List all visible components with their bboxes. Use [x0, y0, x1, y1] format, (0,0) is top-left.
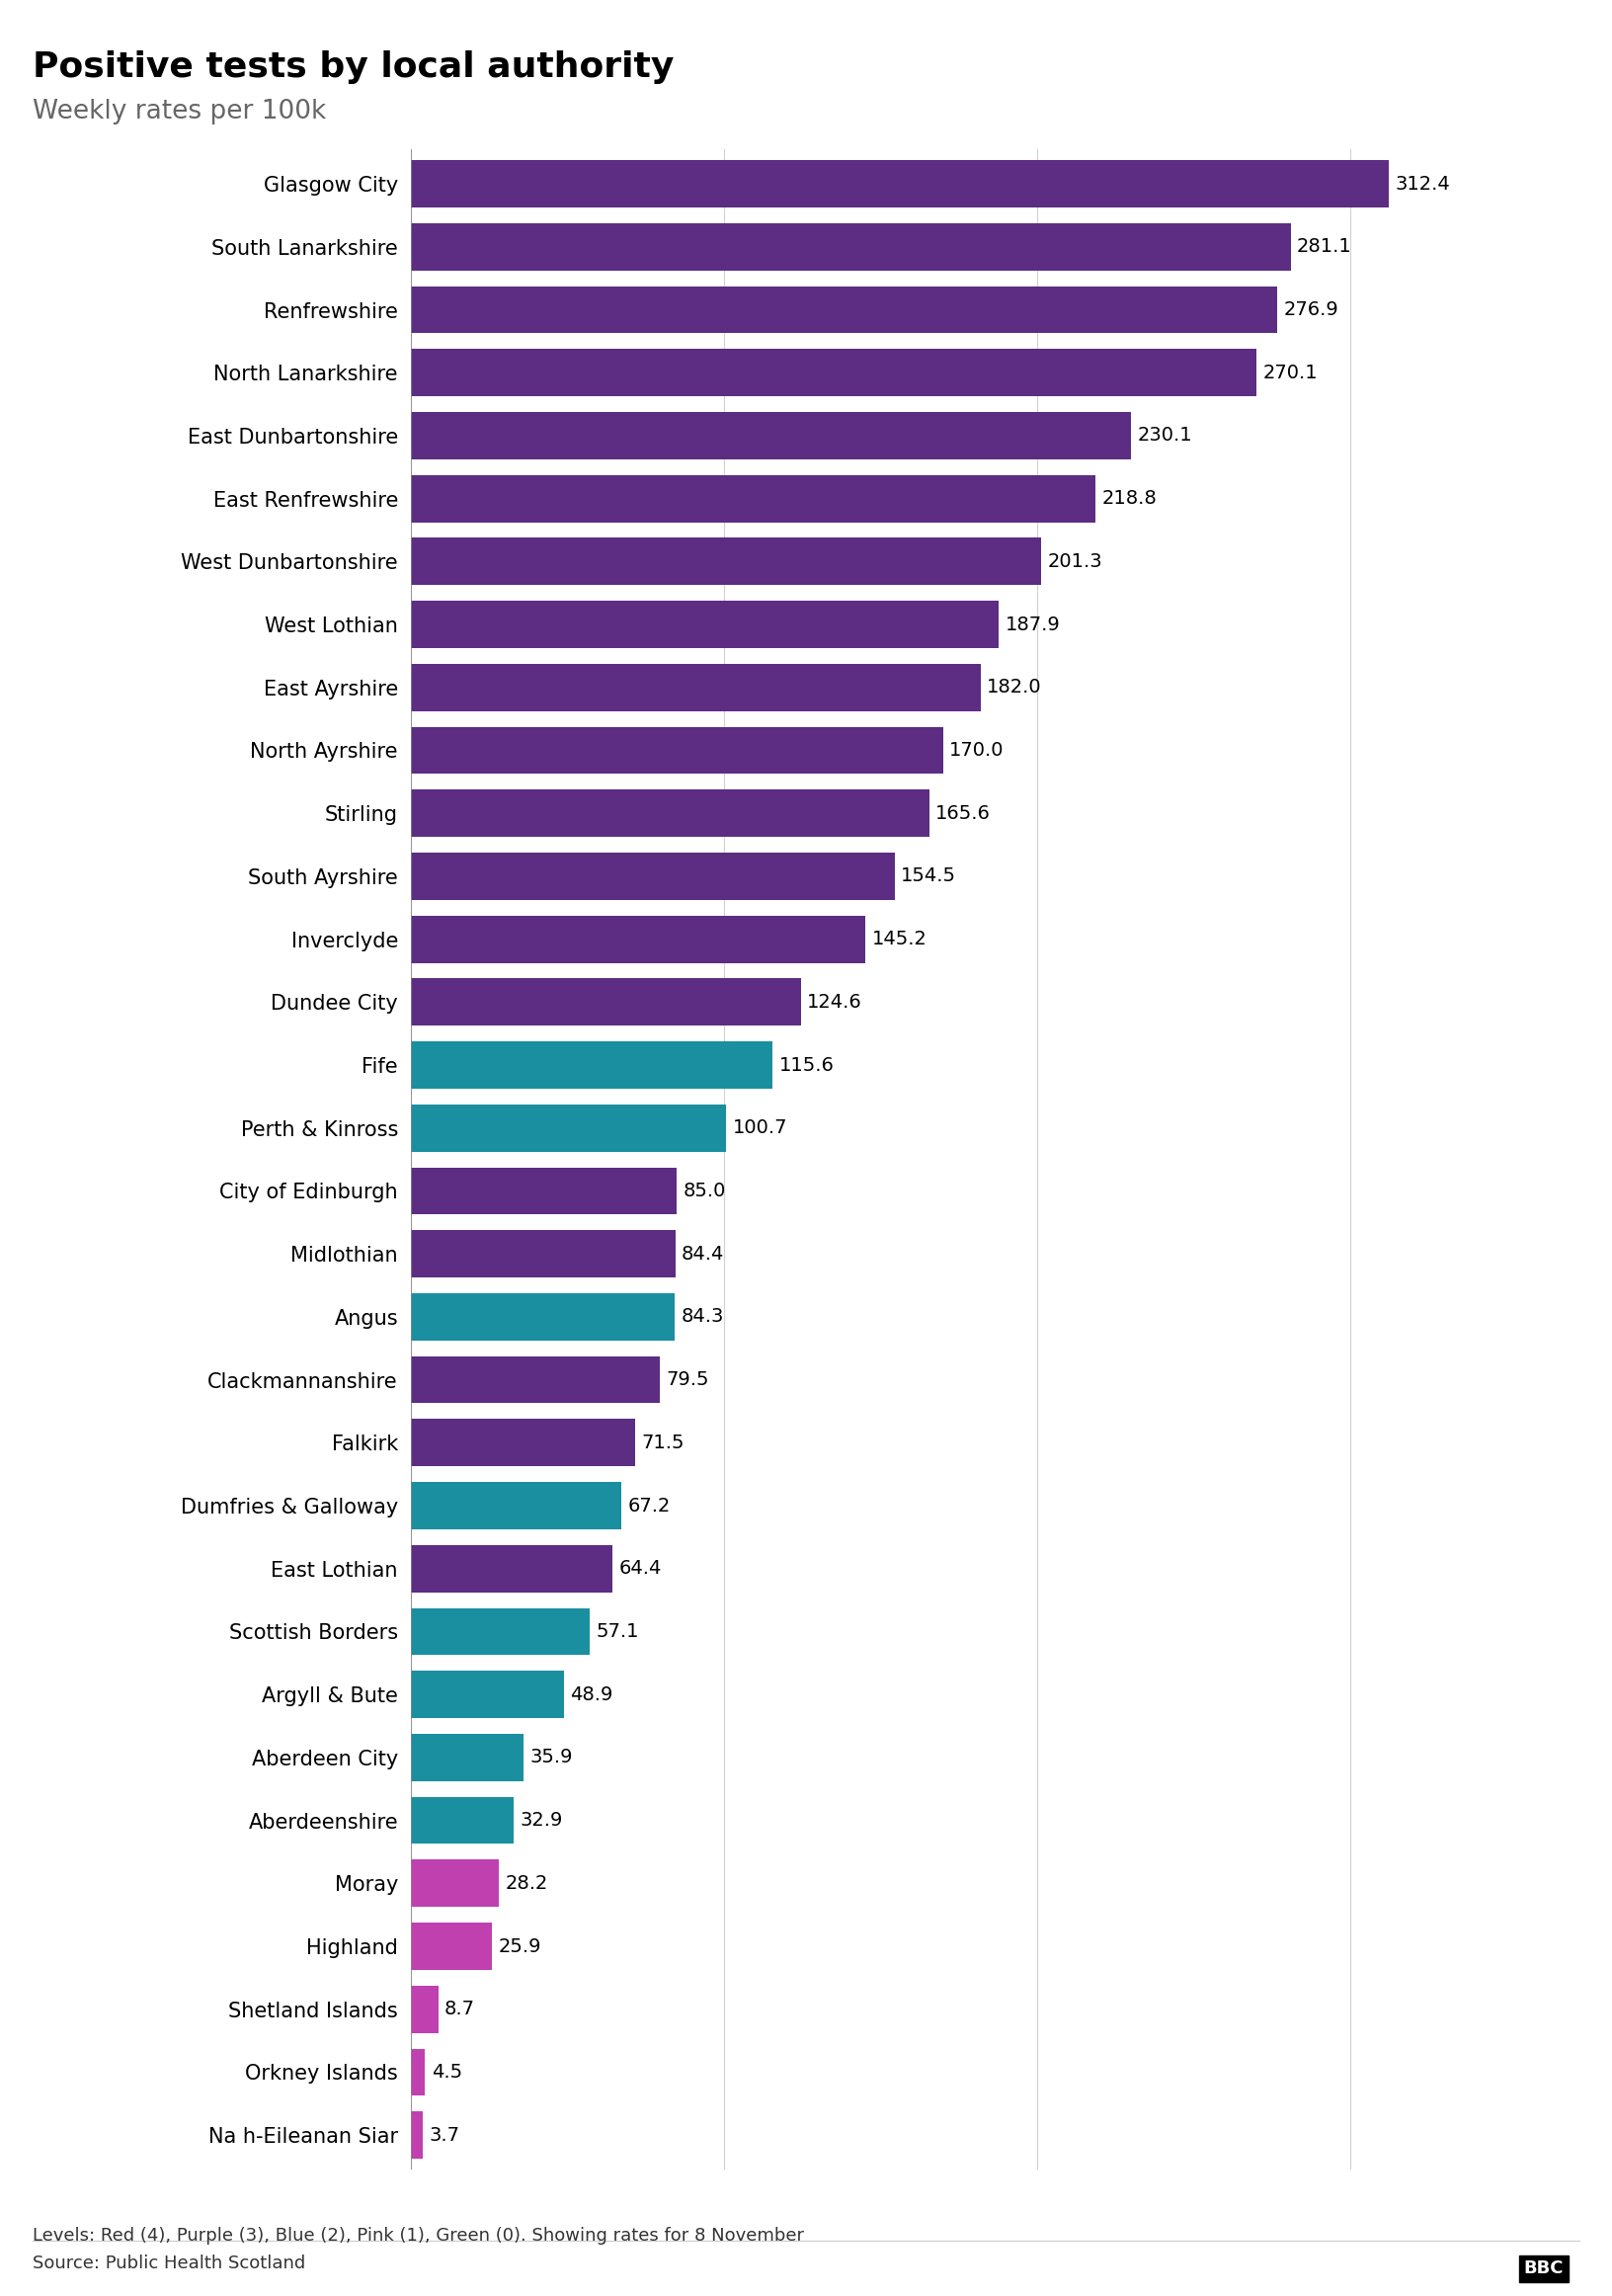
Text: 145.2: 145.2 [872, 930, 927, 948]
Bar [411, 2048, 426, 2096]
Bar [411, 1481, 621, 1529]
Text: 165.6: 165.6 [935, 804, 991, 822]
Bar [411, 1922, 492, 1970]
Bar [411, 1798, 514, 1844]
Text: 71.5: 71.5 [642, 1433, 683, 1451]
Text: 85.0: 85.0 [683, 1182, 725, 1201]
Text: 32.9: 32.9 [521, 1812, 563, 1830]
Bar [411, 1986, 438, 2032]
Text: 312.4: 312.4 [1394, 174, 1449, 193]
Text: 124.6: 124.6 [808, 992, 862, 1013]
Text: 3.7: 3.7 [429, 2126, 459, 2144]
Bar [411, 1671, 564, 1717]
Bar [411, 1733, 524, 1782]
Bar [411, 537, 1041, 585]
Text: 154.5: 154.5 [901, 868, 956, 886]
Text: 4.5: 4.5 [432, 2062, 463, 2082]
Bar [411, 1607, 590, 1655]
Bar [411, 1104, 725, 1153]
Bar [411, 664, 980, 712]
Text: 218.8: 218.8 [1103, 489, 1157, 507]
Bar [411, 1419, 635, 1467]
Text: Positive tests by local authority: Positive tests by local authority [32, 51, 674, 85]
Bar [411, 852, 895, 900]
Text: BBC: BBC [1523, 2259, 1564, 2278]
Text: 276.9: 276.9 [1283, 301, 1340, 319]
Text: 48.9: 48.9 [571, 1685, 613, 1704]
Text: Weekly rates per 100k: Weekly rates per 100k [32, 99, 326, 124]
Text: 64.4: 64.4 [619, 1559, 661, 1577]
Text: 230.1: 230.1 [1138, 427, 1193, 445]
Text: 28.2: 28.2 [506, 1874, 548, 1892]
Bar [411, 790, 929, 838]
Text: 79.5: 79.5 [666, 1371, 709, 1389]
Text: Source: Public Health Scotland: Source: Public Health Scotland [32, 2255, 305, 2273]
Bar [411, 1293, 675, 1341]
Bar [411, 475, 1096, 521]
Bar [411, 1166, 677, 1215]
Text: Levels: Red (4), Purple (3), Blue (2), Pink (1), Green (0). Showing rates for 8 : Levels: Red (4), Purple (3), Blue (2), P… [32, 2227, 804, 2245]
Text: 201.3: 201.3 [1048, 551, 1103, 572]
Text: 84.4: 84.4 [682, 1244, 724, 1263]
Bar [411, 978, 801, 1026]
Text: 281.1: 281.1 [1298, 236, 1352, 257]
Bar [411, 728, 943, 774]
Text: 170.0: 170.0 [949, 742, 1004, 760]
Bar [411, 1545, 613, 1591]
Bar [411, 602, 999, 647]
Bar [411, 411, 1132, 459]
Bar [411, 2112, 422, 2158]
Text: 187.9: 187.9 [1006, 615, 1061, 634]
Text: 100.7: 100.7 [732, 1118, 787, 1137]
Text: 25.9: 25.9 [498, 1938, 542, 1956]
Text: 57.1: 57.1 [596, 1623, 638, 1642]
Bar [411, 916, 866, 962]
Text: 84.3: 84.3 [682, 1306, 724, 1327]
Text: 182.0: 182.0 [987, 677, 1041, 696]
Text: 35.9: 35.9 [530, 1747, 572, 1768]
Text: 67.2: 67.2 [627, 1497, 671, 1515]
Bar [411, 1042, 772, 1088]
Bar [411, 1357, 659, 1403]
Bar [411, 161, 1388, 207]
Bar [411, 349, 1256, 397]
Text: 8.7: 8.7 [445, 2000, 476, 2018]
Bar [411, 1231, 675, 1277]
Bar [411, 1860, 500, 1908]
Text: 115.6: 115.6 [779, 1056, 835, 1075]
Text: 270.1: 270.1 [1262, 363, 1317, 381]
Bar [411, 287, 1278, 333]
Bar [411, 223, 1291, 271]
